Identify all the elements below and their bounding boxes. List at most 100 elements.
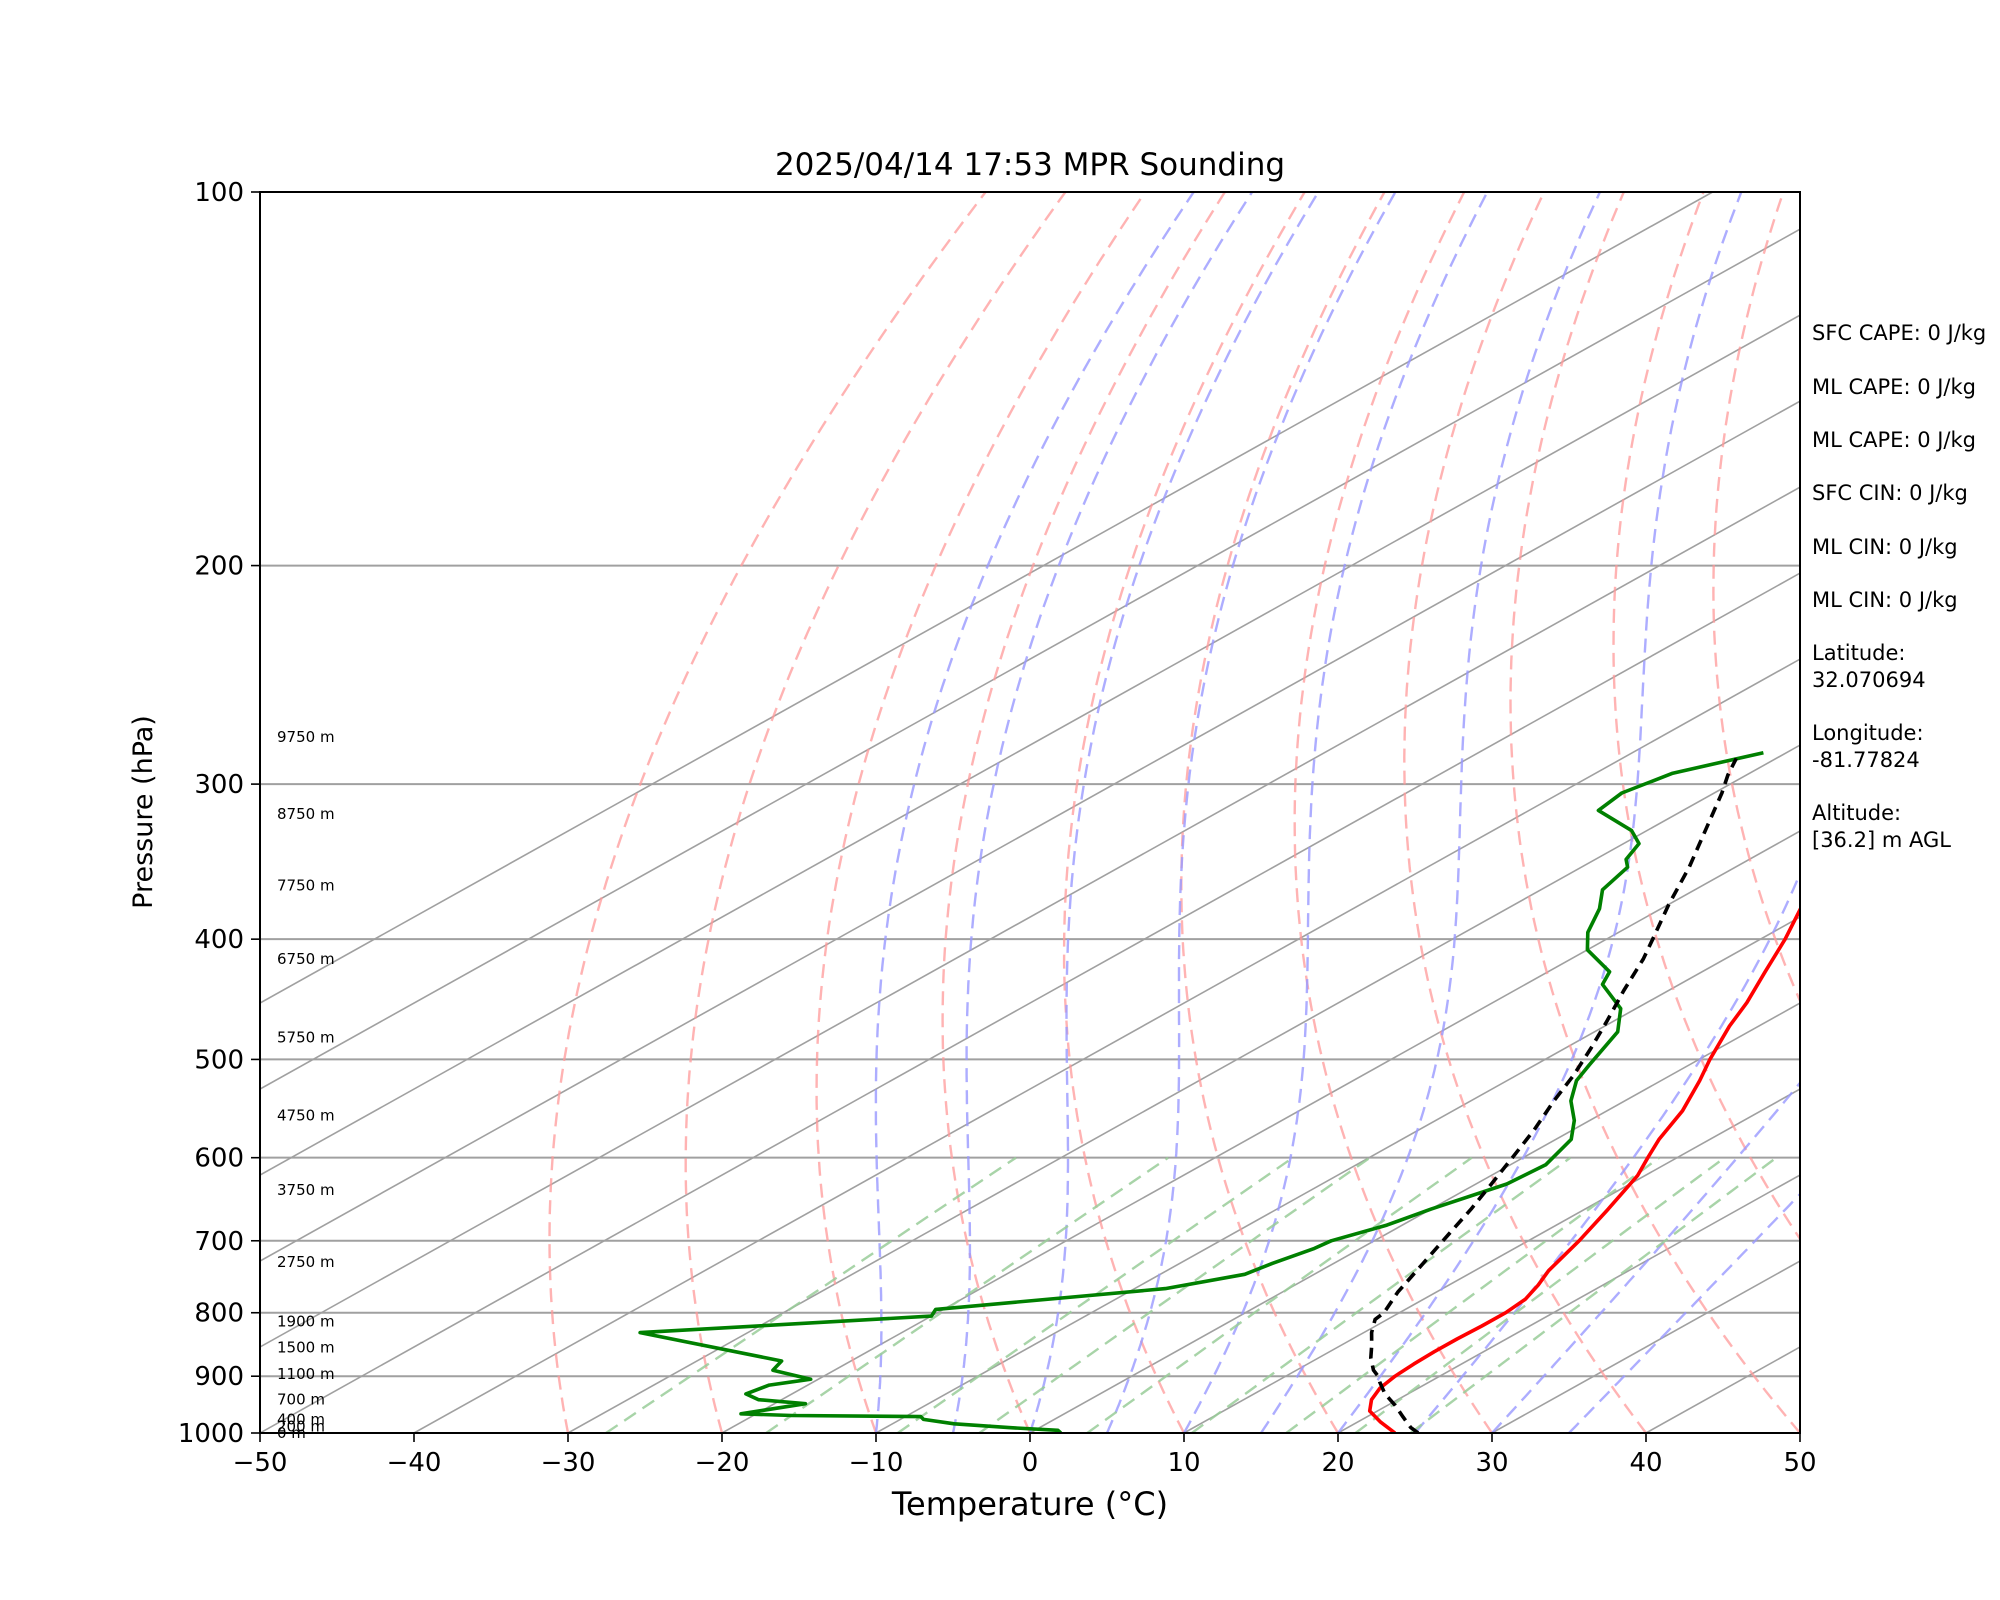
sounding-lines	[638, 750, 1800, 1433]
dry-adiabat-line	[1997, 192, 2000, 1433]
height-label: 400 m	[277, 1410, 325, 1428]
height-label: 2750 m	[277, 1253, 335, 1271]
isotherm-line	[1183, 1088, 1800, 1433]
annotation-line: ML CIN: 0 J/kg	[1812, 535, 1958, 559]
isotherm-line	[260, 192, 1714, 1004]
y-tick-label: 200	[194, 552, 244, 582]
height-label: 200 m	[277, 1417, 325, 1435]
annotation-line: Altitude:	[1812, 801, 1901, 825]
dry-adiabat-line	[548, 192, 987, 1433]
y-axis-label: Pressure (hPa)	[128, 715, 159, 909]
dry-adiabat-line	[815, 192, 1147, 1433]
annotation-text: ML CIN: 0 J/kg	[1812, 535, 1958, 559]
moist-adiabat-line	[1491, 1081, 1800, 1433]
moist-adiabat-line	[1568, 1192, 1800, 1433]
y-tick-label: 600	[194, 1144, 244, 1174]
x-tick-label: 50	[1783, 1448, 1816, 1478]
x-tick-label: 10	[1167, 1448, 1200, 1478]
annotation-text: ML CIN: 0 J/kg	[1812, 588, 1958, 612]
height-label: 1500 m	[277, 1338, 335, 1356]
isotherm-line	[260, 314, 1800, 1176]
isotherm-line	[260, 486, 1800, 1348]
height-label: 4750 m	[277, 1107, 335, 1125]
annotation-text: SFC CIN: 0 J/kg	[1812, 481, 1968, 505]
isotherm-line	[1029, 1002, 1800, 1433]
dry-adiabat-line	[1712, 192, 1800, 1004]
dry-adiabat-line	[1612, 192, 1800, 1242]
y-tick-label: 900	[194, 1362, 244, 1392]
y-tick-label: 1000	[178, 1419, 244, 1449]
dry-adiabat-line	[1180, 192, 1386, 1433]
isotherm-line	[260, 572, 1800, 1433]
height-label: 3750 m	[277, 1181, 335, 1199]
dewpoint-line	[638, 750, 1764, 1433]
moist-adiabat-line	[951, 192, 1254, 1433]
moist-adiabat-line	[1414, 870, 1800, 1433]
annotation-line: SFC CAPE: 0 J/kg	[1812, 321, 1986, 345]
annotation-line: SFC CIN: 0 J/kg	[1812, 481, 1968, 505]
mixing-ratio-line	[1285, 1156, 1661, 1433]
x-tick-label: −40	[387, 1448, 442, 1478]
x-axis-ticks: −50 −40 −30 −20 −10 0 10 20 30 40 50	[233, 1433, 1817, 1478]
height-labels: 9750 m 8750 m 7750 m 6750 m 5750 m 4750 m 3750…	[277, 728, 335, 1442]
annotation-text: ML CAPE: 0 J/kg	[1812, 375, 1976, 399]
x-tick-label: 0	[1022, 1448, 1039, 1478]
height-label: 0 m	[277, 1424, 306, 1442]
mixing-ratio-line	[1409, 1156, 1778, 1433]
mixing-ratio-line	[765, 1156, 1169, 1433]
annotation-text: Longitude: -81.77824	[1812, 721, 1924, 772]
isotherm-line	[260, 400, 1800, 1262]
annotation-line: ML CIN: 0 J/kg	[1812, 588, 1958, 612]
moist-adiabat-line	[1182, 192, 1489, 1433]
x-tick-label: −20	[695, 1448, 750, 1478]
x-tick-label: −50	[233, 1448, 288, 1478]
y-axis-ticks: 100 200 300 400 500 600 700 800 900 1000	[178, 178, 260, 1449]
dry-adiabat-line	[941, 192, 1226, 1433]
x-tick-label: 20	[1321, 1448, 1354, 1478]
annotation-line: [36.2] m AGL	[1812, 828, 1951, 852]
dry-adiabat-line	[1293, 192, 1493, 1433]
isotherm-line	[875, 916, 1800, 1433]
height-label: 5750 m	[277, 1028, 335, 1046]
x-tick-label: 40	[1629, 1448, 1662, 1478]
isotherm-line	[1337, 1174, 1800, 1433]
sounding-annotations: SFC CAPE: 0 J/kg ML CAPE: 0 J/kg ML CAPE: …	[1812, 321, 1986, 852]
annotation-line: ML CAPE: 0 J/kg	[1812, 428, 1976, 452]
x-tick-label: −10	[849, 1448, 904, 1478]
moist-adiabat-line	[1260, 192, 1601, 1433]
dry-adiabat-line	[1509, 192, 1800, 1433]
mixing-ratio-line	[1354, 1156, 1726, 1433]
height-label: 8750 m	[277, 805, 335, 823]
isotherm-line	[413, 658, 1800, 1433]
isotherm-line	[567, 744, 1800, 1433]
y-tick-label: 400	[194, 925, 244, 955]
mixing-ratio-line	[1086, 1156, 1473, 1433]
annotation-line: 32.070694	[1812, 668, 1926, 692]
annotation-line: Latitude:	[1812, 641, 1906, 665]
annotation-text: SFC CAPE: 0 J/kg	[1812, 321, 1986, 345]
x-tick-label: 30	[1475, 1448, 1508, 1478]
dry-adiabat-line	[1062, 192, 1306, 1433]
moist-adiabat-line	[874, 192, 1195, 1433]
y-tick-label: 800	[194, 1299, 244, 1329]
height-label: 6750 m	[277, 950, 335, 968]
dry-adiabat-line	[1403, 192, 1647, 1433]
temperature-line	[1367, 905, 1800, 1433]
height-label: 700 m	[277, 1391, 325, 1409]
x-tick-label: −30	[541, 1448, 596, 1478]
moist-adiabat-line	[1028, 192, 1320, 1433]
isotherm-line	[721, 830, 1800, 1433]
x-axis-label: Temperature (°C)	[891, 1485, 1168, 1523]
y-tick-label: 500	[194, 1045, 244, 1075]
annotation-line: Longitude:	[1812, 721, 1924, 745]
mixing-ratio-line	[897, 1156, 1294, 1433]
moist-adiabat-line	[1105, 192, 1397, 1433]
height-label: 1100 m	[277, 1365, 335, 1383]
annotation-text: ML CAPE: 0 J/kg	[1812, 428, 1976, 452]
parcel-line	[1369, 757, 1738, 1433]
y-tick-label: 100	[194, 178, 244, 208]
annotation-text: Latitude: 32.070694	[1812, 641, 1926, 692]
annotation-line: -81.77824	[1812, 748, 1920, 772]
mixing-ratio-line	[1191, 1156, 1572, 1433]
